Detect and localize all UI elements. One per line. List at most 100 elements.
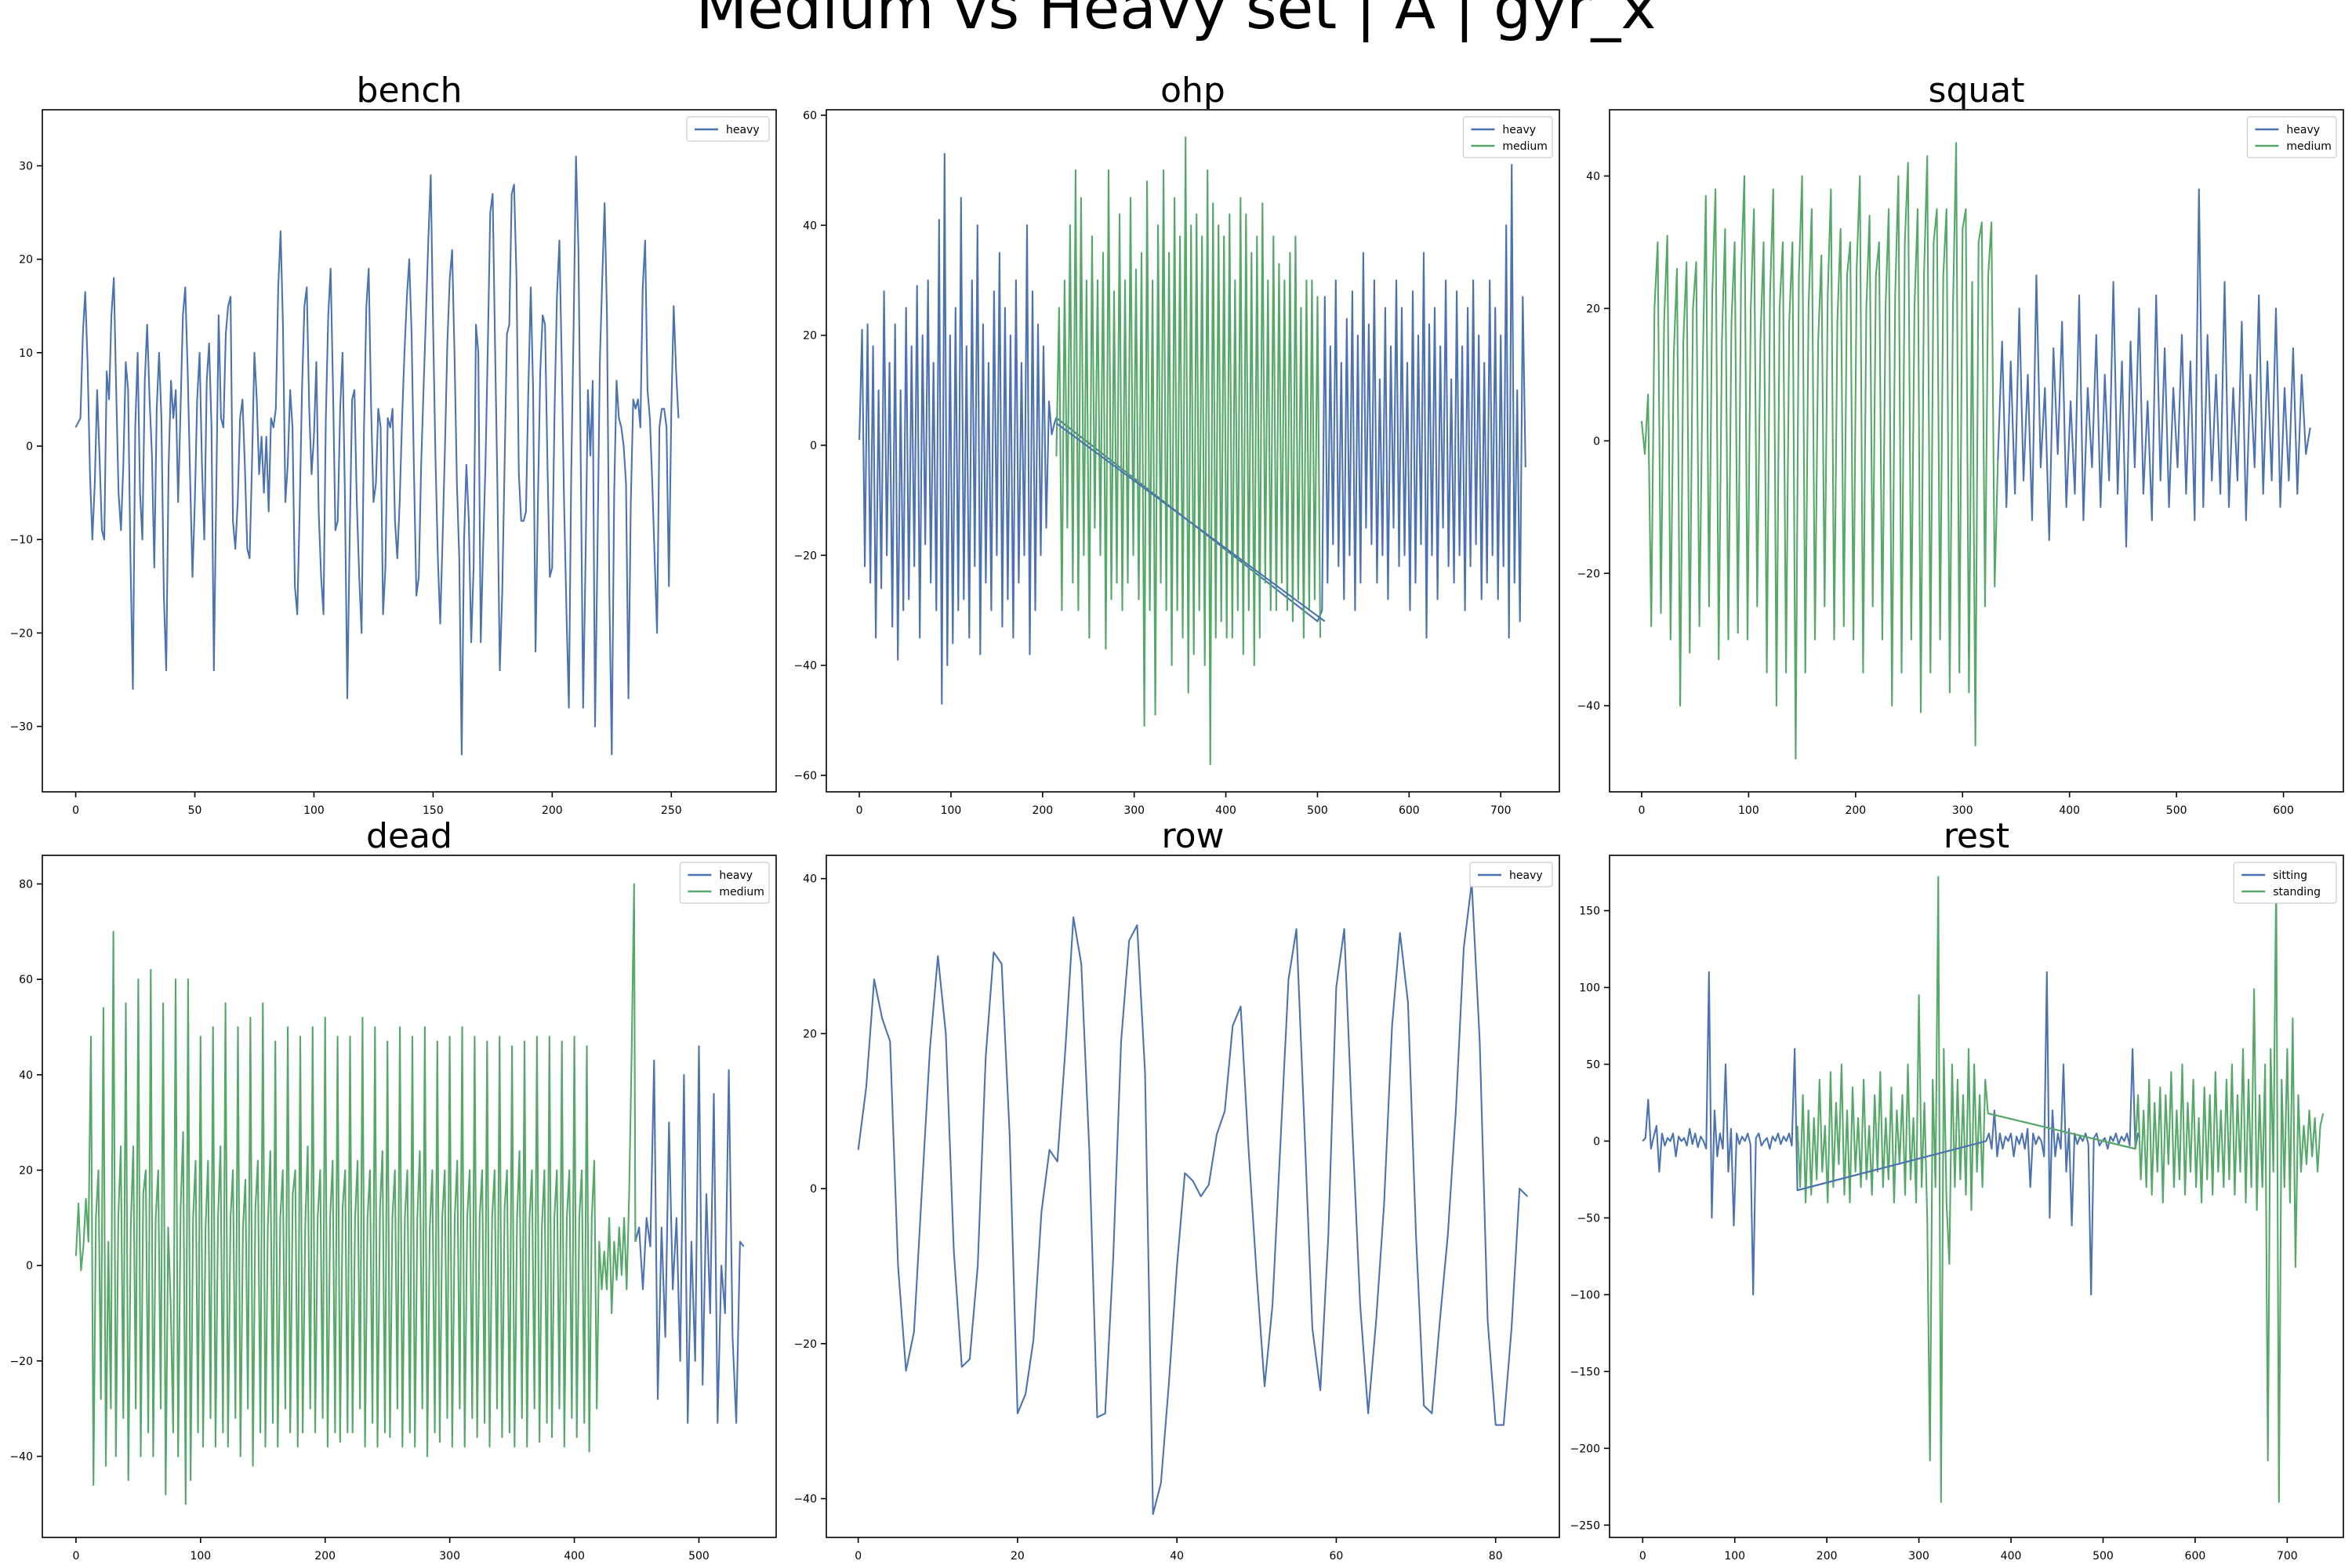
x-tick-label: 200: [542, 804, 563, 817]
axes-frame: [1609, 855, 2344, 1538]
series-line-heavy: [1997, 188, 2311, 548]
x-tick-label: 500: [2092, 1550, 2114, 1563]
x-tick-label: 400: [564, 1550, 585, 1563]
legend-label: heavy: [2286, 124, 2320, 136]
x-tick-label: 50: [188, 804, 202, 817]
x-tick-label: 60: [1330, 1550, 1344, 1563]
x-tick-label: 600: [2273, 804, 2294, 817]
legend-label: medium: [1502, 140, 1548, 153]
x-tick-label: 300: [439, 1550, 460, 1563]
y-tick-label: 40: [803, 220, 817, 232]
x-tick-label: 0: [856, 804, 863, 817]
x-tick-label: 500: [1307, 804, 1328, 817]
series-line-medium: [1055, 136, 1322, 765]
y-tick-label: 20: [19, 254, 33, 267]
legend: heavy: [686, 116, 770, 142]
x-tick-label: 0: [1638, 804, 1645, 817]
series-line-connector-2: [1797, 1140, 1987, 1192]
x-tick-label: 200: [1817, 1550, 1838, 1563]
y-tick-label: −100: [1570, 1289, 1600, 1301]
y-tick-label: 20: [803, 1028, 817, 1040]
legend: heavy medium: [2246, 116, 2337, 158]
y-tick-label: 40: [19, 1069, 33, 1082]
legend-box: [2233, 862, 2337, 904]
y-tick-label: −10: [9, 534, 33, 546]
series-line-connector-2: [1055, 423, 1326, 622]
y-tick-label: −50: [1577, 1212, 1600, 1225]
x-tick-label: 100: [941, 804, 962, 817]
y-tick-label: −30: [9, 721, 33, 734]
series-line-medium: [74, 883, 637, 1505]
legend: heavy medium: [1462, 116, 1553, 158]
legend: heavy medium: [679, 862, 770, 904]
axes-frame: [826, 855, 1560, 1538]
subplot-row: row 0 20 40 60 80 −40 −20 0 20 40 heavy: [793, 816, 1560, 1563]
x-tick-label: 0: [855, 1550, 862, 1563]
legend-label: standing: [2273, 886, 2321, 898]
x-tick-label: 0: [72, 804, 79, 817]
y-tick-label: 50: [1586, 1058, 1600, 1071]
subplot-ohp: ohp 0 100 200 300 400 500 600 700 −60 −40 −20 0 20 40 6…: [793, 71, 1560, 817]
x-tick-label: 400: [2059, 804, 2080, 817]
y-tick-label: −40: [793, 660, 817, 673]
x-tick-label: 600: [2185, 1550, 2206, 1563]
y-tick-label: 0: [1593, 435, 1600, 448]
x-tick-label: 500: [688, 1550, 710, 1563]
y-tick-label: −20: [9, 1356, 33, 1368]
y-tick-label: 20: [19, 1165, 33, 1178]
series-line-standing: [1796, 871, 2325, 1503]
series-line-heavy: [634, 1045, 745, 1425]
y-tick-label: −40: [9, 1451, 33, 1464]
subplot-title: ohp: [1160, 71, 1225, 111]
x-tick-label: 400: [2001, 1550, 2022, 1563]
x-tick-label: 500: [2166, 804, 2187, 817]
y-tick-label: −20: [9, 627, 33, 640]
y-tick-label: 150: [1579, 906, 1600, 918]
y-tick-label: 0: [26, 1260, 33, 1272]
subplot-bench: bench 0 50 100 150 200 250 −30 −20 −10 0 10 20 30 heav…: [9, 71, 777, 817]
x-tick-label: 200: [314, 1550, 336, 1563]
subplot-dead: dead 0 100 200 300 400 500 −40 −20 0 20 40 60 80 heavy…: [9, 816, 777, 1563]
y-tick-label: −200: [1570, 1443, 1600, 1455]
y-tick-label: −250: [1570, 1519, 1600, 1532]
figure-title: Medium vs Heavy set | A | gyr_x: [695, 0, 1657, 42]
legend-label: heavy: [1502, 124, 1536, 136]
y-tick-label: −150: [1570, 1366, 1600, 1378]
x-tick-label: 300: [1908, 1550, 1929, 1563]
subplot-squat: squat 0 100 200 300 400 500 600 −40 −20 0 20 40 heavy…: [1577, 71, 2344, 817]
x-tick-label: 100: [190, 1550, 211, 1563]
legend-box: [686, 116, 770, 142]
axes-frame: [1609, 109, 2344, 793]
legend-label: heavy: [1509, 869, 1543, 882]
y-tick-label: 0: [810, 1183, 817, 1196]
y-tick-label: 60: [803, 110, 817, 122]
series-line-medium: [1640, 142, 1999, 760]
y-tick-label: 20: [803, 330, 817, 343]
x-tick-label: 150: [423, 804, 444, 817]
x-tick-label: 600: [1399, 804, 1420, 817]
x-tick-label: 700: [2277, 1550, 2298, 1563]
legend-label: heavy: [719, 869, 753, 882]
y-tick-label: 30: [19, 161, 33, 173]
legend: heavy: [1469, 862, 1553, 887]
x-tick-label: 20: [1011, 1550, 1025, 1563]
y-tick-label: −20: [793, 550, 817, 562]
legend-box: [679, 862, 770, 904]
legend: sitting standing: [2233, 862, 2337, 904]
subplot-title: rest: [1944, 816, 2009, 856]
y-tick-label: 60: [19, 974, 33, 986]
axes-frame: [42, 855, 777, 1538]
y-tick-label: 80: [19, 879, 33, 891]
series-line-heavy: [857, 881, 1529, 1515]
y-tick-label: 100: [1579, 982, 1600, 995]
x-tick-label: 700: [1490, 804, 1512, 817]
series-line-heavy: [858, 153, 1526, 705]
series-line-connector-3: [1987, 1112, 2136, 1150]
x-tick-label: 300: [1123, 804, 1145, 817]
x-tick-label: 200: [1032, 804, 1053, 817]
y-tick-label: −20: [1577, 568, 1600, 580]
x-tick-label: 200: [1845, 804, 1866, 817]
subplot-title: row: [1161, 816, 1224, 856]
x-tick-label: 100: [303, 804, 325, 817]
